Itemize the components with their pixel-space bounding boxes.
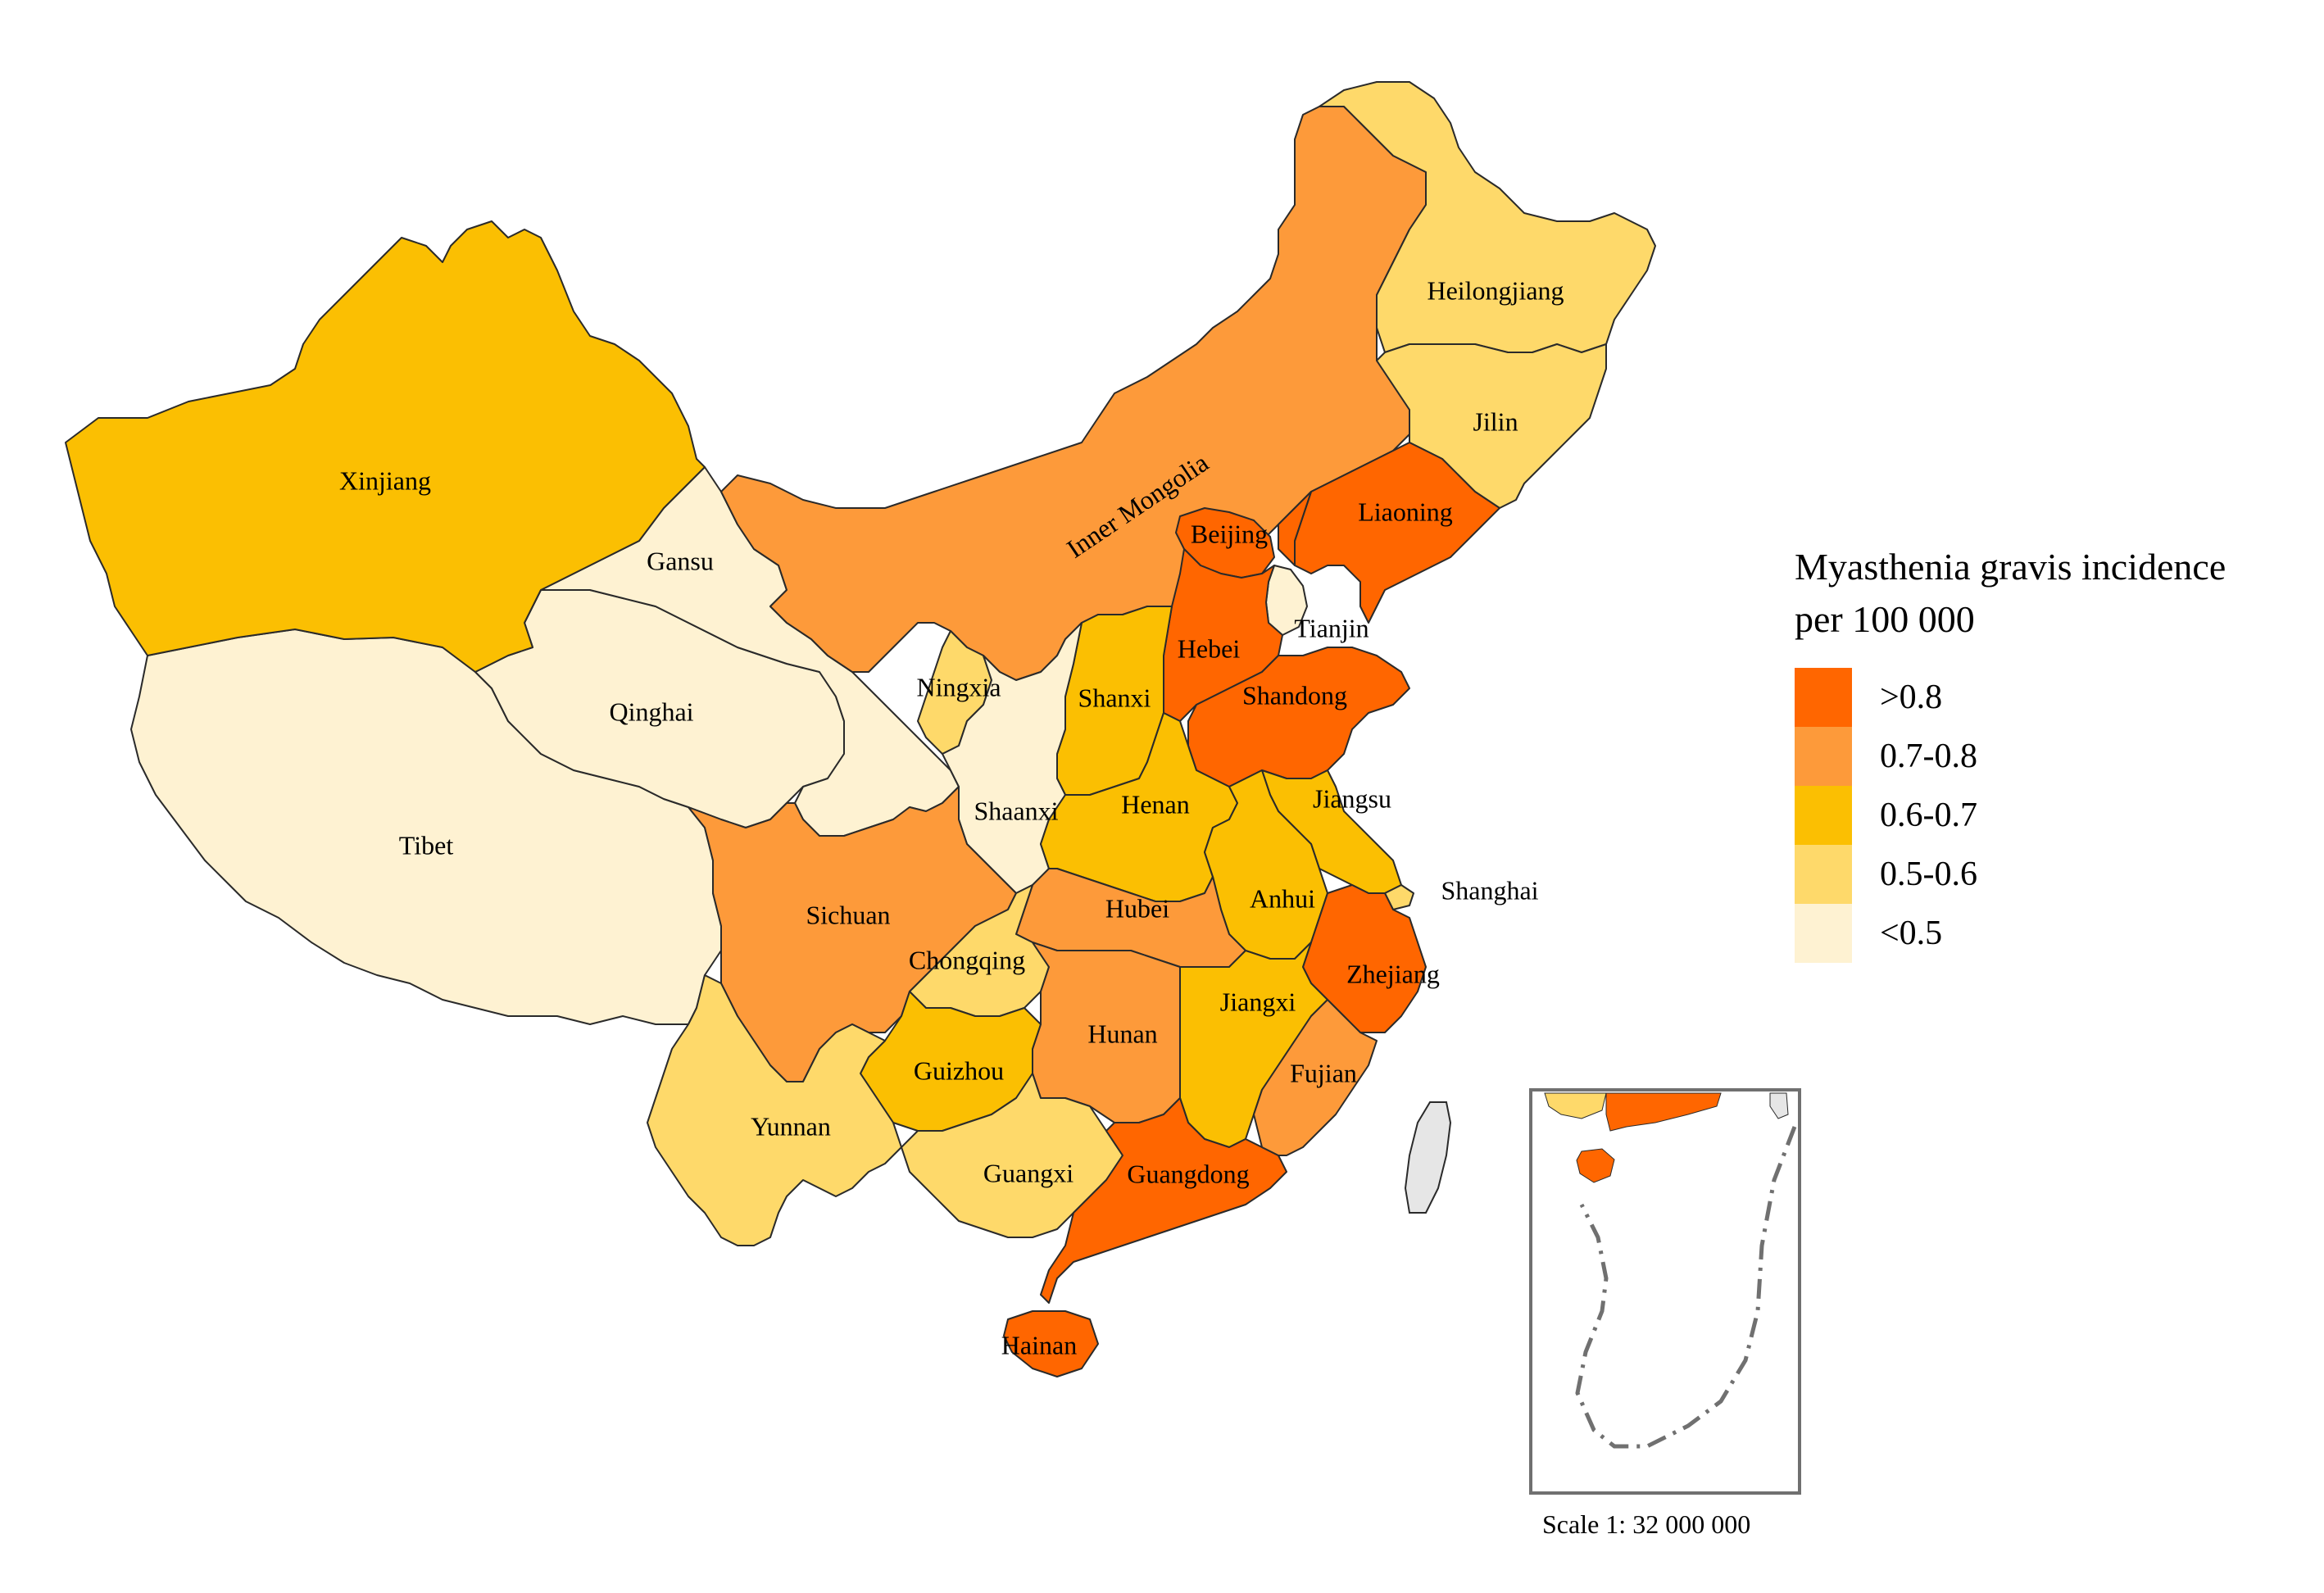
label-gansu: Gansu: [647, 546, 714, 575]
label-shaanxi: Shaanxi: [974, 796, 1058, 825]
label-chongqing: Chongqing: [909, 945, 1025, 974]
label-tibet: Tibet: [399, 830, 454, 860]
label-jilin: Jilin: [1473, 406, 1518, 436]
label-henan: Henan: [1121, 789, 1190, 819]
label-beijing: Beijing: [1191, 519, 1268, 548]
legend-label: <0.5: [1880, 914, 1943, 952]
inset-coast-orange: [1605, 1092, 1722, 1132]
legend-title-line2: per 100 000: [1795, 598, 1975, 640]
legend-label: >0.8: [1880, 678, 1943, 716]
label-hainan: Hainan: [1001, 1330, 1077, 1359]
label-xinjiang: Xinjiang: [339, 465, 431, 495]
label-shanxi: Shanxi: [1078, 683, 1151, 712]
label-shanghai: Shanghai: [1441, 875, 1538, 905]
inset-hainan: [1576, 1148, 1615, 1183]
label-zhejiang: Zhejiang: [1346, 959, 1440, 988]
label-tianjin: Tianjin: [1294, 613, 1369, 642]
label-sichuan: Sichuan: [806, 900, 890, 929]
south-china-sea-inset: [1529, 1088, 1801, 1495]
legend-title-line1: Myasthenia gravis incidence: [1795, 546, 2226, 588]
legend-swatch: [1795, 786, 1852, 845]
label-anhui: Anhui: [1250, 883, 1315, 913]
legend-item: 0.7-0.8: [1795, 727, 1977, 786]
inset-border: [1529, 1088, 1801, 1495]
label-shandong: Shandong: [1242, 680, 1347, 710]
label-heilongjiang: Heilongjiang: [1427, 275, 1564, 305]
province-liaoning: [1294, 442, 1500, 624]
legend-swatch: [1795, 668, 1852, 727]
province-hainan: [1003, 1310, 1099, 1377]
label-yunnan: Yunnan: [751, 1111, 831, 1141]
label-hunan: Hunan: [1087, 1019, 1157, 1048]
inset-taiwan-tip: [1769, 1092, 1789, 1119]
province-inner-mongolia: [720, 106, 1427, 681]
legend-swatch: [1795, 845, 1852, 904]
label-guangdong: Guangdong: [1127, 1159, 1249, 1188]
taiwan-island: [1404, 1101, 1452, 1214]
label-qinghai: Qinghai: [609, 697, 693, 726]
legend-title: Myasthenia gravis incidence per 100 000: [1795, 541, 2226, 646]
legend-item: <0.5: [1795, 904, 1942, 963]
label-fujian: Fujian: [1290, 1058, 1357, 1087]
label-ningxia: Ningxia: [916, 672, 1001, 701]
legend-swatch: [1795, 904, 1852, 963]
legend-label: 0.5-0.6: [1880, 856, 1977, 893]
province-xinjiang: [65, 220, 706, 673]
label-liaoning: Liaoning: [1358, 497, 1453, 526]
label-hubei: Hubei: [1105, 893, 1169, 923]
legend-swatch: [1795, 727, 1852, 786]
label-hebei: Hebei: [1178, 633, 1241, 663]
legend-item: 0.5-0.6: [1795, 845, 1977, 904]
label-guizhou: Guizhou: [914, 1055, 1004, 1085]
legend-item: 0.6-0.7: [1795, 786, 1977, 845]
province-fujian: [1253, 999, 1378, 1156]
legend-item: >0.8: [1795, 668, 1942, 727]
label-jiangsu: Jiangsu: [1313, 783, 1391, 813]
scale-label: Scale 1: 32 000 000: [1542, 1509, 1751, 1539]
province-guangdong: [1040, 1097, 1287, 1304]
province-yunnan: [647, 974, 902, 1246]
label-guangxi: Guangxi: [983, 1158, 1073, 1187]
label-jiangxi: Jiangxi: [1220, 987, 1296, 1016]
legend-label: 0.6-0.7: [1880, 796, 1977, 834]
legend-label: 0.7-0.8: [1880, 738, 1977, 775]
